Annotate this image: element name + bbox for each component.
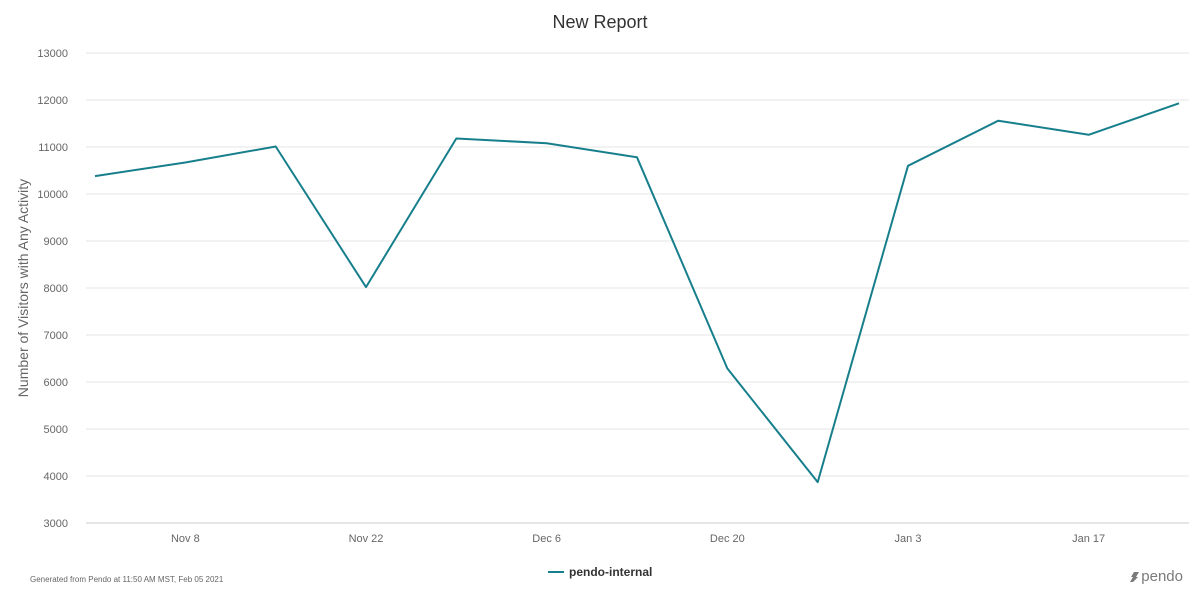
legend-label[interactable]: pendo-internal xyxy=(569,565,652,579)
data-point[interactable] xyxy=(1176,100,1182,106)
x-axis-ticks: Nov 8 Nov 22 Dec 6 Dec 20 Jan 3 Jan 17 xyxy=(171,533,1105,545)
y-tick-label: 5000 xyxy=(44,424,68,436)
y-tick-label: 6000 xyxy=(44,377,68,389)
data-point[interactable] xyxy=(273,144,279,150)
data-point[interactable] xyxy=(905,163,911,169)
y-tick-label: 13000 xyxy=(37,48,68,60)
x-tick-label: Jan 3 xyxy=(895,533,922,545)
data-point[interactable] xyxy=(634,154,640,160)
y-tick-label: 3000 xyxy=(44,518,68,530)
x-tick-label: Nov 8 xyxy=(171,533,200,545)
grid-lines xyxy=(86,52,1189,524)
data-point[interactable] xyxy=(1086,132,1092,138)
data-point[interactable] xyxy=(92,173,98,179)
pendo-logo: pendo xyxy=(1128,568,1183,585)
y-axis-label: Number of Visitors with Any Activity xyxy=(15,179,31,397)
y-tick-label: 4000 xyxy=(44,471,68,483)
pendo-logo-text: pendo xyxy=(1141,568,1183,585)
series-group xyxy=(92,100,1182,485)
y-tick-label: 9000 xyxy=(44,236,68,248)
data-point[interactable] xyxy=(182,160,188,166)
y-tick-label: 12000 xyxy=(37,95,68,107)
x-tick-label: Dec 20 xyxy=(710,533,745,545)
x-tick-label: Jan 17 xyxy=(1072,533,1105,545)
legend[interactable]: pendo-internal xyxy=(548,565,652,579)
y-axis-ticks: 3000 4000 5000 6000 7000 8000 9000 10000 11000 12… xyxy=(37,48,68,530)
series-line-pendo-internal[interactable] xyxy=(94,102,1180,484)
y-tick-label: 8000 xyxy=(44,283,68,295)
data-point[interactable] xyxy=(995,118,1001,124)
y-tick-label: 11000 xyxy=(38,142,68,154)
data-point[interactable] xyxy=(544,140,550,146)
chart-title: New Report xyxy=(552,12,647,32)
generated-note: Generated from Pendo at 11:50 AM MST, Fe… xyxy=(30,575,224,584)
pendo-mark-icon xyxy=(1130,571,1140,582)
y-tick-label: 10000 xyxy=(37,189,68,201)
x-tick-label: Dec 6 xyxy=(532,533,561,545)
data-point[interactable] xyxy=(815,479,821,485)
y-tick-label: 7000 xyxy=(44,330,68,342)
data-point[interactable] xyxy=(363,284,369,290)
data-point[interactable] xyxy=(724,365,730,371)
x-tick-label: Nov 22 xyxy=(349,533,384,545)
data-point[interactable] xyxy=(453,136,459,142)
